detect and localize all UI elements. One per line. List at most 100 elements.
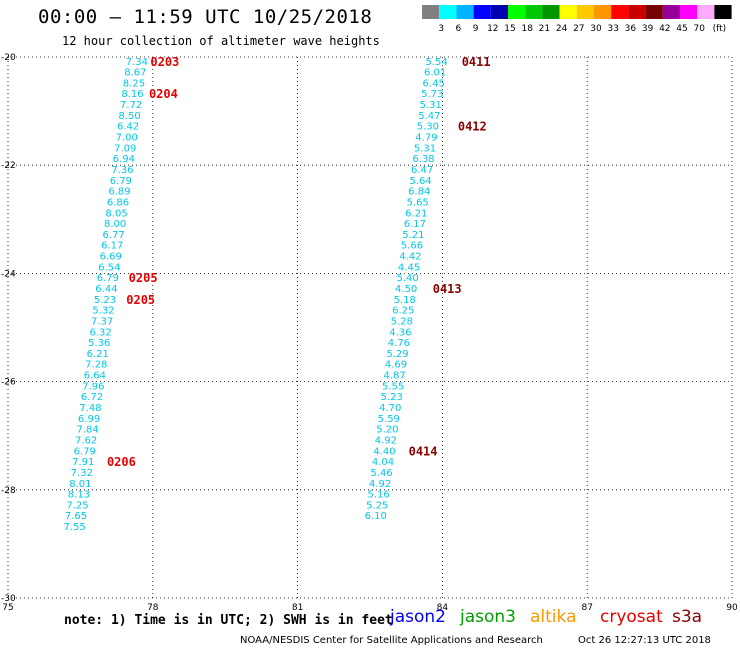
satellite-altika: altika: [530, 607, 577, 627]
swh-value: 7.65: [65, 511, 87, 522]
legend-swatch: [508, 5, 526, 19]
legend-swatch: [559, 5, 577, 19]
swh-value: 6.42: [117, 122, 139, 133]
satellite-cryosat: cryosat: [600, 607, 663, 627]
swh-value: 6.79: [74, 446, 96, 457]
swh-value: 4.40: [373, 446, 395, 457]
swh-value: 5.32: [92, 306, 114, 317]
swh-value: 6.44: [95, 284, 117, 295]
time-label: 0414: [409, 444, 438, 458]
swh-value: 8.25: [123, 78, 145, 89]
legend-swatch: [439, 5, 457, 19]
y-tick-label: -24: [1, 269, 16, 279]
legend-label: 42: [659, 24, 670, 34]
swh-value: 7.32: [71, 468, 93, 479]
swh-value: 6.94: [113, 154, 135, 165]
swh-value: 6.47: [411, 165, 433, 176]
legend-label: 39: [642, 24, 654, 34]
chart-title: 00:00 – 11:59 UTC 10/25/2018: [38, 6, 373, 28]
swh-value: 5.30: [417, 122, 439, 133]
axes: 75 78 81 84 87 90 -20 -22 -24 -26 -28 -30: [1, 53, 738, 613]
swh-value: 7.72: [120, 100, 142, 111]
legend-label: 6: [456, 24, 462, 34]
time-labels: 0203 0204 0205 0205 0206 0411 0412 0413 0414: [107, 55, 491, 469]
legend-label: 30: [590, 24, 602, 34]
chart-subtitle: 12 hour collection of altimeter wave hei…: [62, 34, 380, 48]
x-tick-label: 90: [726, 603, 738, 613]
time-label: 0412: [458, 120, 487, 134]
grid: [7, 56, 733, 599]
swh-value: 8.00: [104, 219, 126, 230]
swh-value: 5.20: [376, 425, 398, 436]
legend-label: 36: [625, 24, 637, 34]
satellite-jason2: jason2: [390, 607, 446, 627]
time-label: 0206: [107, 455, 136, 469]
legend-label: 18: [521, 24, 533, 34]
swh-value: 5.18: [394, 295, 416, 306]
swh-value: 4.36: [389, 327, 411, 338]
legend-swatch: [714, 5, 732, 19]
legend-swatch: [422, 5, 440, 19]
swh-value: 7.34: [126, 57, 148, 68]
legend-label: 24: [556, 24, 568, 34]
legend-label: 27: [573, 24, 584, 34]
legend-label: 15: [504, 24, 515, 34]
legend-swatch: [645, 5, 663, 19]
x-tick-label: 81: [292, 603, 303, 613]
time-label: 0204: [149, 87, 178, 101]
swh-value: 4.92: [375, 435, 397, 446]
swh-value: 4.50: [395, 284, 417, 295]
satellite-jason3: jason3: [460, 607, 516, 627]
swh-value: 7.48: [79, 403, 101, 414]
legend-swatch: [525, 5, 543, 19]
x-tick-label: 87: [581, 603, 592, 613]
swh-value: 5.66: [401, 241, 423, 252]
swh-value: 5.31: [420, 100, 442, 111]
x-tick-label: 84: [437, 603, 449, 613]
swh-value: 5.54: [425, 57, 447, 68]
swh-value: 5.64: [410, 176, 432, 187]
swh-value: 7.28: [85, 360, 107, 371]
y-tick-label: -26: [1, 378, 16, 388]
footer-credit: NOAA/NESDIS Center for Satellite Applica…: [240, 635, 543, 646]
swh-value: 5.28: [391, 316, 413, 327]
legend-swatch: [542, 5, 560, 19]
swh-value: 6.25: [392, 306, 414, 317]
x-tick-label: 78: [147, 603, 159, 613]
swh-value: 4.42: [399, 252, 421, 263]
legend-swatch: [680, 5, 698, 19]
swh-value: 6.45: [423, 78, 445, 89]
swh-value: 7.91: [72, 457, 94, 468]
swh-value: 4.04: [372, 457, 394, 468]
x-tick-label: 75: [2, 603, 13, 613]
legend-label: 33: [607, 24, 618, 34]
swh-value: 5.47: [418, 111, 440, 122]
legend-swatch: [697, 5, 715, 19]
swh-value: 5.31: [414, 143, 436, 154]
swh-value: 4.70: [379, 403, 401, 414]
swh-value: 6.64: [84, 371, 106, 382]
satellite-s3a: s3a: [672, 607, 703, 627]
swh-value: 4.79: [415, 133, 437, 144]
swh-value: 7.09: [114, 143, 136, 154]
swh-value: 5.65: [407, 197, 429, 208]
swh-value: 5.25: [366, 500, 388, 511]
legend-label: 70: [693, 24, 705, 34]
swh-value: 7.96: [82, 381, 104, 392]
swh-value: 6.17: [101, 241, 123, 252]
swh-value: 5.23: [381, 392, 403, 403]
time-label: 0203: [150, 55, 179, 69]
time-label: 0205: [126, 293, 155, 307]
legend-swatch: [576, 5, 594, 19]
swh-value: 7.84: [76, 425, 98, 436]
legend-swatch: [490, 5, 508, 19]
swh-value: 4.92: [369, 479, 391, 490]
swh-value: 6.79: [110, 176, 132, 187]
swh-value: 8.16: [121, 89, 143, 100]
time-label: 0205: [129, 271, 158, 285]
swh-value: 7.25: [66, 500, 88, 511]
swh-value: 5.40: [396, 273, 418, 284]
swh-value: 5.16: [368, 490, 390, 501]
swh-value: 5.59: [378, 414, 400, 425]
